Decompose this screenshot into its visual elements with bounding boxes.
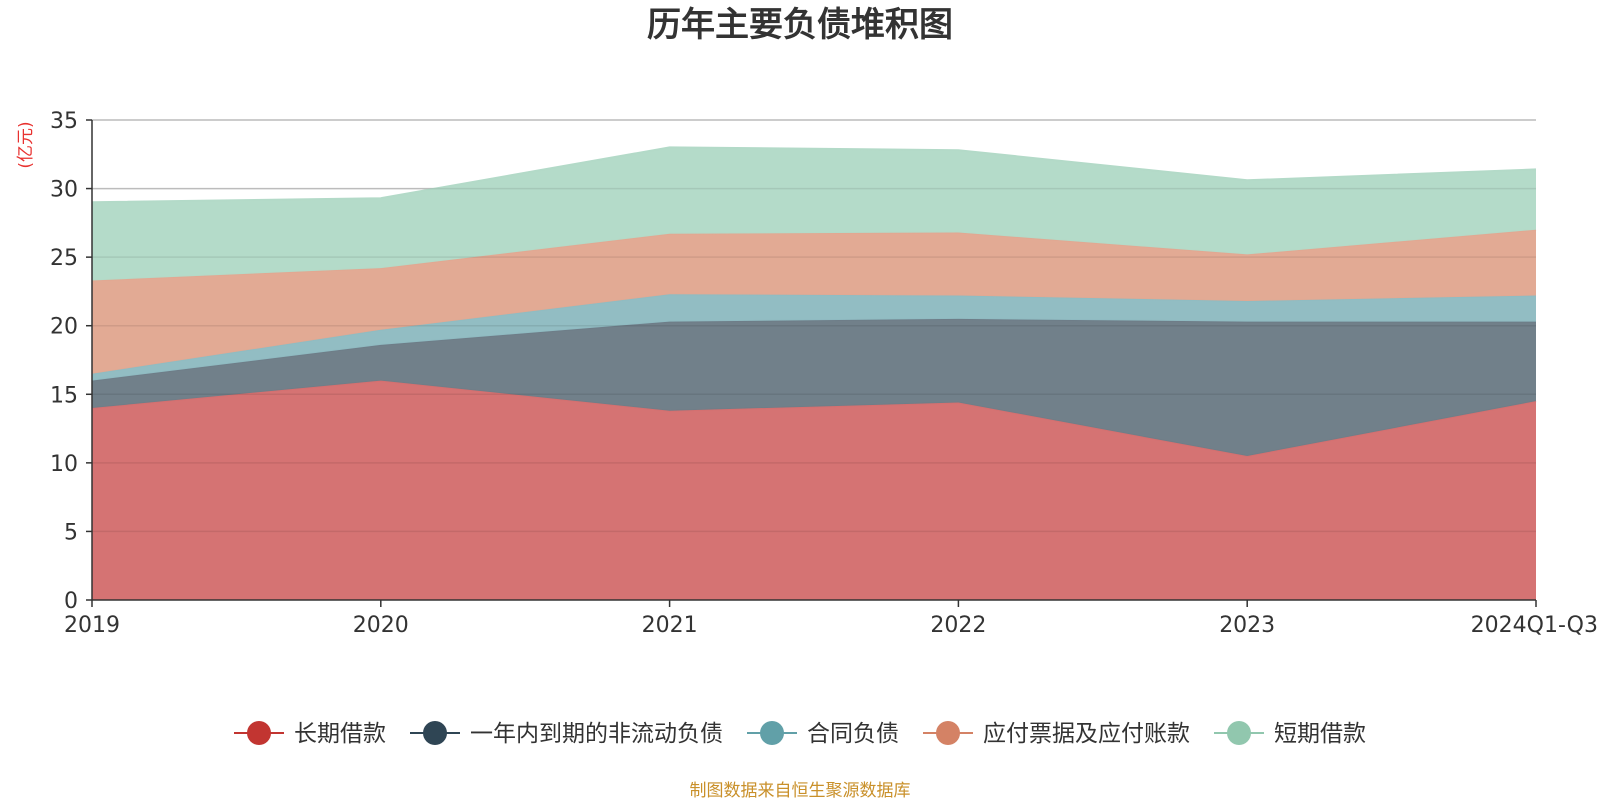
legend-label: 长期借款 bbox=[294, 721, 386, 747]
y-tick-label-35: 35 bbox=[50, 109, 78, 134]
legend-marker-3 bbox=[760, 721, 784, 745]
y-tick-label-0: 0 bbox=[64, 589, 78, 614]
legend-label: 一年内到期的非流动负债 bbox=[470, 721, 723, 747]
x-tick-label-0: 2019 bbox=[64, 613, 120, 638]
y-tick-label-25: 25 bbox=[50, 246, 78, 271]
x-tick-label-5: 2024Q1-Q3 bbox=[1471, 613, 1598, 638]
legend-label: 短期借款 bbox=[1274, 721, 1366, 747]
x-tick-label-2: 2021 bbox=[642, 613, 698, 638]
area-5 bbox=[92, 147, 1536, 281]
x-tick-label-4: 2023 bbox=[1219, 613, 1275, 638]
legend-marker-5 bbox=[1227, 721, 1251, 745]
area-3 bbox=[92, 294, 1536, 381]
y-tick-label-20: 20 bbox=[50, 315, 78, 340]
y-tick-label-30: 30 bbox=[50, 178, 78, 203]
data-source-note: 制图数据来自恒生聚源数据库 bbox=[690, 781, 911, 800]
area-2 bbox=[92, 318, 1536, 456]
area-series bbox=[91, 119, 1537, 600]
legend-marker-2 bbox=[423, 721, 447, 745]
axes: 0 5 10 15 20 25 30 35 2019 2020 2021 2022 2023 2024Q1… bbox=[50, 109, 1598, 638]
y-axis-unit-label: (亿元) bbox=[16, 121, 36, 168]
legend-marker-4 bbox=[936, 721, 960, 745]
y-tick-label-10: 10 bbox=[50, 452, 78, 477]
area-1 bbox=[92, 380, 1536, 600]
area-edge-5 bbox=[91, 146, 1537, 204]
legend: 长期借款 一年内到期的非流动负债 合同负债 应付票据及应付账款 短期借款 bbox=[234, 721, 1366, 747]
y-tick-label-5: 5 bbox=[64, 520, 78, 545]
legend-marker-1 bbox=[247, 721, 271, 745]
chart-title: 历年主要负债堆积图 bbox=[647, 5, 953, 45]
x-tick-label-3: 2022 bbox=[930, 613, 986, 638]
area-4 bbox=[92, 229, 1536, 374]
legend-label: 合同负债 bbox=[807, 721, 899, 747]
x-tick-label-1: 2020 bbox=[353, 613, 409, 638]
y-tick-label-15: 15 bbox=[50, 383, 78, 408]
legend-label: 应付票据及应付账款 bbox=[983, 721, 1190, 747]
